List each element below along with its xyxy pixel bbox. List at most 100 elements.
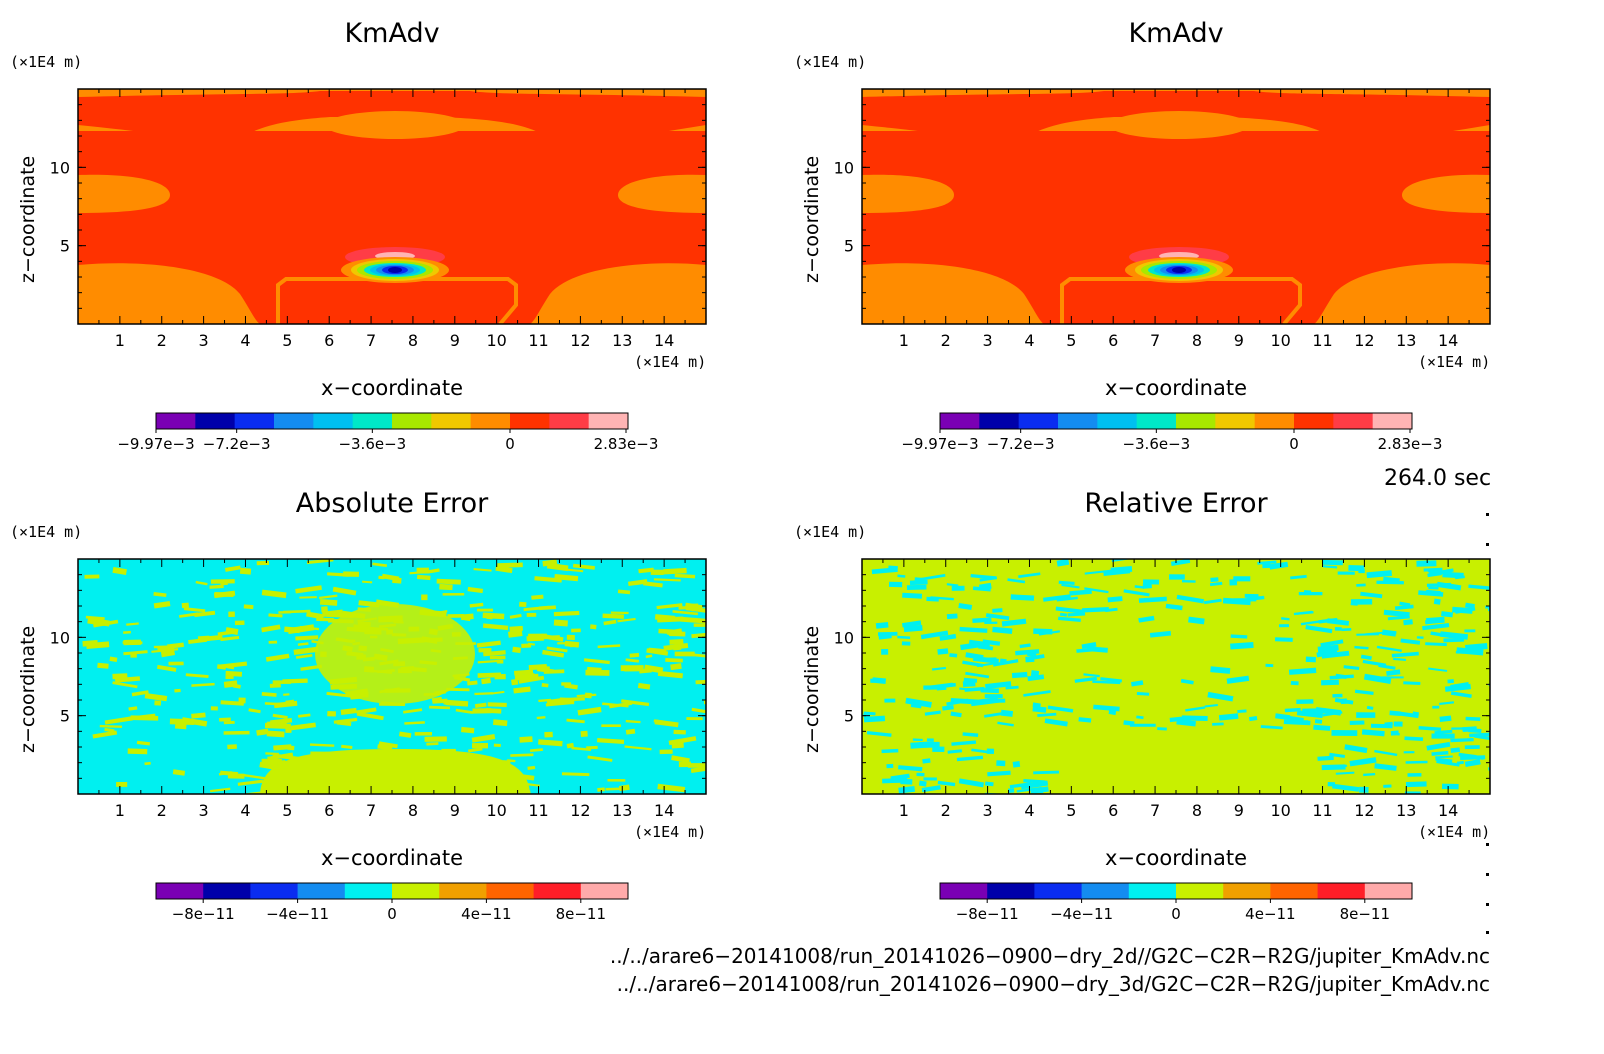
error-blob [946,583,959,587]
error-blob [601,724,621,727]
error-blob [1018,572,1041,579]
error-blob [341,744,353,749]
error-blob [1416,560,1437,567]
error-blob [553,619,568,627]
error-blob [126,622,139,626]
error-blob [1170,559,1191,567]
y-tick-label: 10 [50,628,70,647]
error-blob [669,638,684,645]
error-blob [526,612,537,617]
panel-absolute-error: Absolute Error (×1E4 m) (×1E4 m) z−coordina… [0,470,780,940]
error-blob [881,648,889,655]
error-blob [1305,656,1316,663]
error-blob [285,699,295,707]
error-blob [1426,741,1451,751]
error-blob [1332,783,1360,792]
error-blob [951,740,977,746]
x-tick-label: 8 [408,801,418,820]
error-blob [469,602,484,608]
error-blob [195,580,208,586]
error-blob [1341,627,1352,632]
error-blob [531,594,544,600]
error-blob [1452,606,1473,614]
error-blob [1465,716,1481,722]
error-blob [225,670,243,677]
colorbar: −9.97e−3 −7.2e−3 −3.6e−3 0 2.83e−3 [901,412,1442,453]
error-blob [1329,674,1354,680]
error-blob [912,738,923,742]
error-blob [648,647,667,654]
x-tick-label: 12 [570,801,590,820]
colorbar-swatch [1058,413,1098,429]
error-blob [903,624,923,633]
error-blob [597,644,621,649]
error-blob [1019,643,1031,649]
error-blob [1366,570,1393,579]
error-blob [172,769,186,776]
error-blob [227,744,237,750]
error-blob [295,653,313,659]
error-blob [223,680,238,688]
x-tick-label: 7 [1150,331,1160,350]
error-blob [372,562,388,568]
colorbar-label: 0 [387,905,397,923]
error-blob [1350,602,1358,606]
error-blob [584,692,592,699]
error-blob [82,639,98,647]
colorbar-frame [939,412,1413,430]
error-blob [863,711,876,716]
x-tick-label: 7 [1150,801,1160,820]
colorbar-swatch [1018,413,1059,429]
error-blob [976,662,997,668]
error-blob [112,673,128,680]
error-blob [536,716,546,720]
error-blob [970,574,996,580]
colorbar-swatch [344,883,393,899]
error-blob [432,698,448,704]
colorbar-label: 0 [505,435,515,453]
error-blob [493,743,501,748]
error-blob [625,658,640,663]
error-blob [926,596,939,602]
error-blob [1131,680,1144,687]
error-blob [670,663,682,671]
error-blob [1418,726,1442,732]
error-blob [962,680,976,687]
error-blob [671,755,690,764]
error-blob [566,718,585,724]
error-blob [298,713,311,718]
error-blob [538,739,563,747]
colorbar-frame [155,412,629,430]
error-blob [1318,617,1338,624]
error-blob [949,653,958,658]
error-blob [154,700,162,706]
colorbar-swatch [1364,883,1413,899]
error-blob [1092,680,1121,685]
error-blob [1237,709,1247,713]
error-blob [1383,784,1392,788]
error-blob [512,646,522,654]
error-blob [684,602,703,611]
colorbar-swatch [1294,413,1334,429]
error-blob [270,718,293,725]
error-blob [494,673,506,680]
x-tick-label: 13 [1396,801,1416,820]
error-blob [1078,717,1092,723]
error-blob [1349,757,1377,767]
error-blob [210,706,218,711]
error-blob [471,734,496,743]
error-blob [1165,603,1183,611]
error-blob [978,582,992,591]
error-blob [978,644,994,651]
error-blob [185,673,209,678]
error-blob [267,752,294,761]
error-blob [1081,642,1097,650]
error-blob [1222,597,1251,606]
error-blob [1134,585,1145,589]
error-blob [1439,715,1452,722]
x-tick-label: 5 [1066,331,1076,350]
error-blob [901,620,922,628]
error-blob [1376,645,1402,652]
error-blob [477,659,502,664]
error-blob [492,719,508,727]
